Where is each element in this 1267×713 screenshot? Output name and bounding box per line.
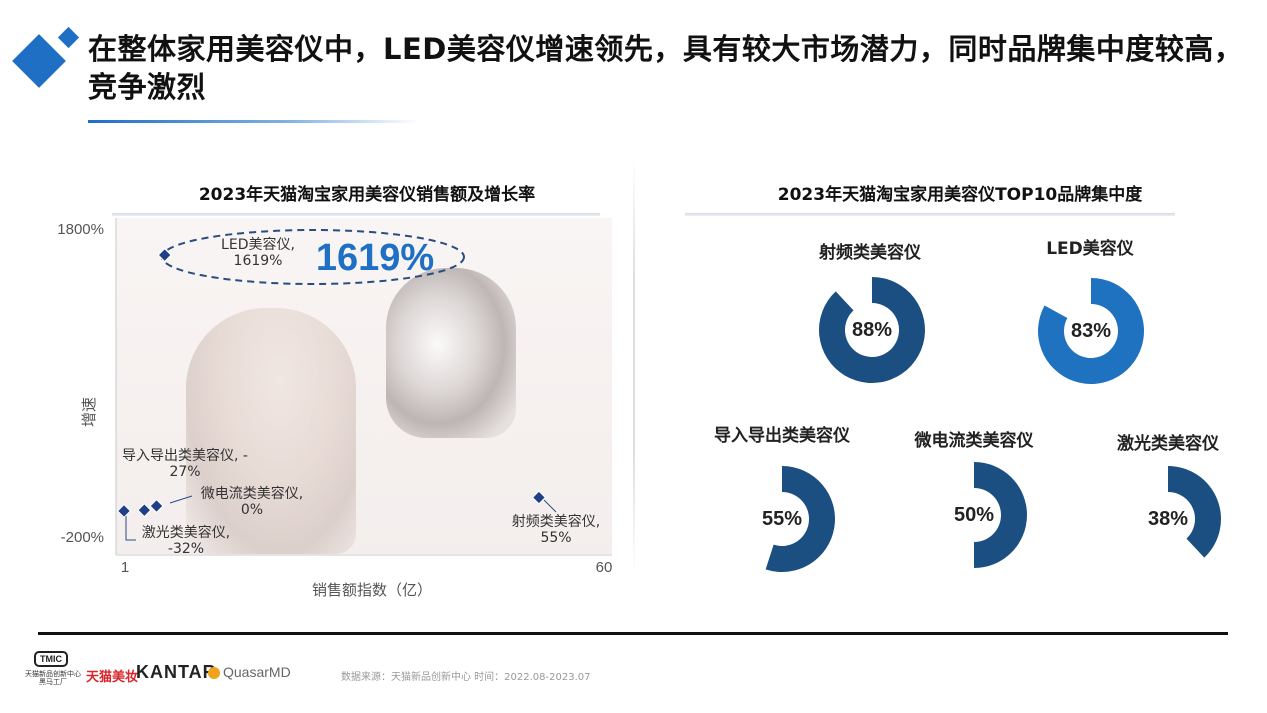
scatter-point-label-value: 1619%	[234, 253, 283, 269]
donut-value-microcurrent: 50%	[953, 504, 995, 526]
scatter-point-label-name: 射频类美容仪,	[512, 513, 600, 530]
data-source-note: 数据来源：天猫新品创新中心 时间：2022.08-2023.07	[341, 672, 591, 683]
donut-arc	[819, 277, 925, 383]
product-photo-background	[116, 218, 612, 554]
donut-value-rf: 88%	[851, 319, 893, 341]
quasar-logo-icon	[208, 667, 220, 679]
page-title: 在整体家用美容仪中，LED美容仪增速领先，具有较大市场潜力，同时品牌集中度较高，…	[88, 32, 1244, 104]
donut-value-laser: 38%	[1147, 508, 1189, 530]
quasar-logo: QuasarMD	[223, 664, 291, 680]
footer-rule	[38, 632, 1228, 635]
donut-rf: 88%	[817, 275, 927, 385]
donut-value-led: 83%	[1070, 320, 1112, 342]
scatter-point-marker	[149, 498, 164, 514]
led-callout-value: 1619%	[316, 237, 434, 279]
y-tick-top: 1800%	[57, 221, 104, 238]
donut-arc	[1168, 466, 1221, 558]
donut-label-laser: 激光类美容仪	[1117, 434, 1219, 454]
point-leader-line	[543, 499, 557, 513]
scatter-point-label-name: 导入导出类美容仪, -	[122, 447, 248, 464]
donut-import: 55%	[727, 464, 837, 574]
scatter-point-label-value: 55%	[540, 530, 571, 546]
scatter-point-label-name: LED美容仪,	[221, 236, 295, 253]
point-leader-line	[125, 514, 136, 541]
scatter-point-label-name: 激光类美容仪,	[142, 524, 230, 541]
scatter-chart-title: 2023年天猫淘宝家用美容仪销售额及增长率	[198, 185, 536, 205]
kantar-logo: KANTAR	[136, 662, 217, 682]
donut-label-rf: 射频类美容仪	[819, 243, 921, 263]
donut-title-rule	[685, 213, 1175, 216]
donut-label-microcurrent: 微电流类美容仪	[914, 431, 1034, 451]
panel-divider	[633, 158, 635, 576]
scatter-point-marker	[531, 490, 546, 505]
scatter-point-marker	[157, 247, 172, 263]
donut-arc	[974, 462, 1027, 568]
tmall-beauty-logo: 天猫美妆	[86, 670, 139, 685]
point-leader-line	[169, 495, 193, 504]
donut-microcurrent: 50%	[919, 460, 1029, 570]
title-underline	[88, 120, 418, 123]
tmic-logo: TMIC	[34, 651, 68, 667]
scatter-points-layer: LED美容仪,1619%导入导出类美容仪, -27%微电流类美容仪,0%激光类美…	[116, 236, 600, 557]
scatter-point-marker	[116, 503, 132, 519]
donut-value-import: 55%	[761, 508, 803, 530]
x-axis-label: 销售额指数（亿）	[312, 581, 432, 599]
donut-label-import: 导入导出类美容仪	[714, 426, 850, 446]
tmic-logo-subtitle: 天猫新品创新中心 黑马工厂	[25, 670, 81, 686]
donut-led: 83%	[1036, 276, 1146, 386]
x-tick-left: 1	[121, 559, 129, 576]
donut-label-led: LED美容仪	[1046, 239, 1134, 259]
donut-laser: 38%	[1113, 464, 1223, 574]
scatter-title-rule	[112, 213, 600, 216]
scatter-point-label-value: 27%	[169, 464, 200, 480]
donut-chart-title: 2023年天猫淘宝家用美容仪TOP10品牌集中度	[777, 185, 1143, 205]
donut-arc	[1038, 278, 1144, 384]
scatter-chart: 1800% -200% 1 60 增速 销售额指数（亿） 1619% LED美容…	[57, 218, 613, 599]
y-axis-label: 增速	[80, 397, 98, 427]
scatter-point-label-name: 微电流类美容仪,	[201, 485, 303, 502]
scatter-point-marker	[137, 503, 152, 518]
x-tick-right: 60	[596, 559, 613, 576]
scatter-point-label-value: -32%	[168, 541, 204, 557]
scatter-point-label-value: 0%	[241, 502, 263, 518]
donut-arc	[765, 466, 835, 572]
y-tick-bottom: -200%	[61, 529, 104, 546]
